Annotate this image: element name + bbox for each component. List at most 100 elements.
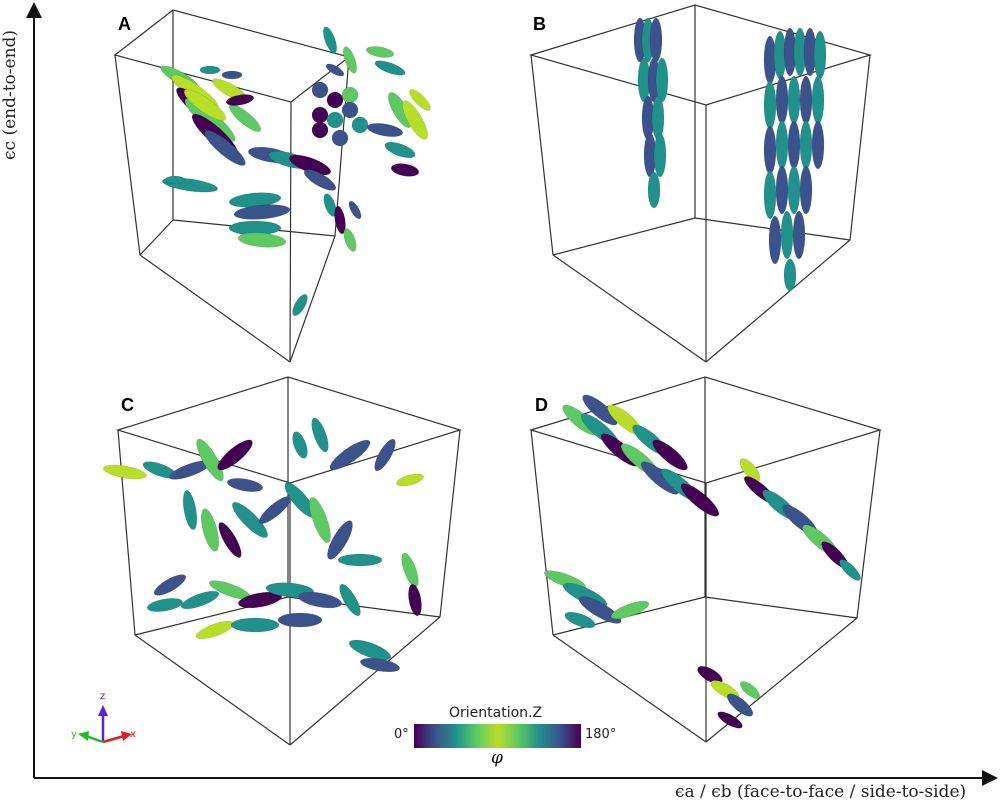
ellipsoid — [311, 121, 329, 139]
y-axis-arrow-icon — [26, 2, 42, 18]
ellipsoid — [351, 116, 369, 134]
ellipsoid — [326, 91, 344, 109]
cube-edge — [439, 429, 461, 618]
cube-edge — [134, 634, 291, 746]
ellipsoid — [652, 439, 688, 471]
ellipsoid — [374, 438, 396, 472]
ellipsoid — [334, 205, 346, 235]
ellipsoid — [103, 464, 147, 480]
ellipsoid — [787, 165, 801, 215]
ellipsoid — [183, 89, 227, 121]
ellipsoid — [217, 439, 253, 471]
cube-edge — [289, 235, 336, 363]
triad-z-label: z — [100, 691, 106, 702]
colorbar-max-label: 180° — [585, 727, 617, 742]
ellipsoid — [839, 559, 861, 581]
ellipsoid — [348, 200, 362, 220]
ellipsoid — [578, 596, 622, 624]
ellipsoid — [228, 104, 262, 132]
ellipsoid — [237, 232, 287, 248]
ellipsoid — [651, 95, 665, 141]
ellipsoid — [775, 165, 789, 215]
x-axis-arrow-icon — [982, 770, 998, 786]
cube-edge — [114, 54, 141, 256]
ellipsoid — [182, 489, 198, 531]
panel-label-b: B — [533, 14, 546, 34]
ellipsoid — [653, 132, 667, 178]
ellipsoid — [325, 63, 345, 77]
ellipsoid — [775, 120, 789, 170]
ellipsoid — [775, 75, 789, 125]
ellipsoid — [164, 175, 186, 185]
cube-edge — [117, 429, 136, 636]
axis-triad-icon — [78, 705, 132, 744]
ellipsoid — [218, 522, 242, 558]
ellipsoid — [799, 165, 813, 215]
ellipsoid — [309, 497, 331, 543]
ellipsoid — [146, 598, 184, 612]
x-axis-label: ϵa / ϵb (face-to-face / side-to-side) — [675, 782, 967, 802]
panel-label-d: D — [535, 395, 548, 415]
ellipsoid — [763, 170, 777, 220]
cube-edge — [334, 56, 350, 237]
ellipsoid — [780, 210, 794, 260]
ellipsoid — [342, 46, 358, 74]
cube-edge — [139, 219, 174, 256]
ellipsoid — [359, 657, 401, 673]
ellipsoid — [739, 681, 761, 699]
ellipsoid — [341, 101, 359, 119]
ellipsoid — [763, 125, 777, 175]
ellipsoid — [799, 120, 813, 170]
ellipsoid — [204, 130, 246, 166]
ellipsoid — [739, 458, 761, 482]
ellipsoid — [409, 89, 431, 111]
ellipsoid — [582, 394, 618, 426]
ellipsoid — [292, 431, 308, 459]
ellipsoid — [331, 129, 349, 147]
ellipsoid — [717, 711, 743, 729]
ellipsoid — [401, 552, 419, 588]
cube-edge — [530, 429, 554, 636]
ellipsoid — [610, 600, 650, 620]
cube-edge — [552, 254, 707, 363]
colorbar-min-label: 0° — [394, 727, 409, 742]
ellipsoid — [195, 620, 235, 640]
ellipsoid — [232, 502, 268, 538]
ellipsoid — [787, 75, 801, 125]
ellipsoid — [230, 617, 280, 633]
cube-face — [115, 376, 463, 484]
ellipsoid — [402, 100, 428, 140]
ellipsoid — [326, 111, 344, 129]
ellipsoid — [298, 591, 342, 609]
ellipsoid — [811, 75, 825, 125]
ellipsoid — [408, 583, 422, 617]
ellipsoid — [763, 80, 777, 130]
panel-label-c: C — [121, 395, 134, 415]
ellipsoid-particles — [103, 17, 861, 729]
ellipsoid — [384, 141, 416, 159]
ellipsoid — [277, 612, 323, 628]
ellipsoid — [292, 294, 308, 316]
ellipsoid — [799, 75, 813, 125]
ellipsoid — [783, 258, 797, 292]
colorbar-variable-label: φ — [491, 748, 503, 768]
ellipsoid — [390, 163, 420, 177]
ellipsoid — [323, 193, 337, 217]
cube-edge — [705, 239, 851, 363]
ellipsoid — [221, 70, 243, 80]
ellipsoid — [311, 417, 329, 453]
cube-edge — [139, 254, 291, 363]
triad-y-label: y — [71, 729, 77, 740]
cube-edge — [704, 596, 858, 619]
ellipsoid — [366, 123, 404, 137]
ellipsoid — [153, 574, 187, 596]
ellipsoid — [374, 60, 406, 76]
cube-edge — [552, 217, 696, 256]
ellipsoid — [787, 120, 801, 170]
ellipsoid — [343, 228, 357, 252]
ellipsoid — [337, 553, 383, 567]
ellipsoid — [792, 210, 806, 260]
ellipsoid — [226, 478, 264, 492]
ellipsoid — [196, 438, 224, 482]
